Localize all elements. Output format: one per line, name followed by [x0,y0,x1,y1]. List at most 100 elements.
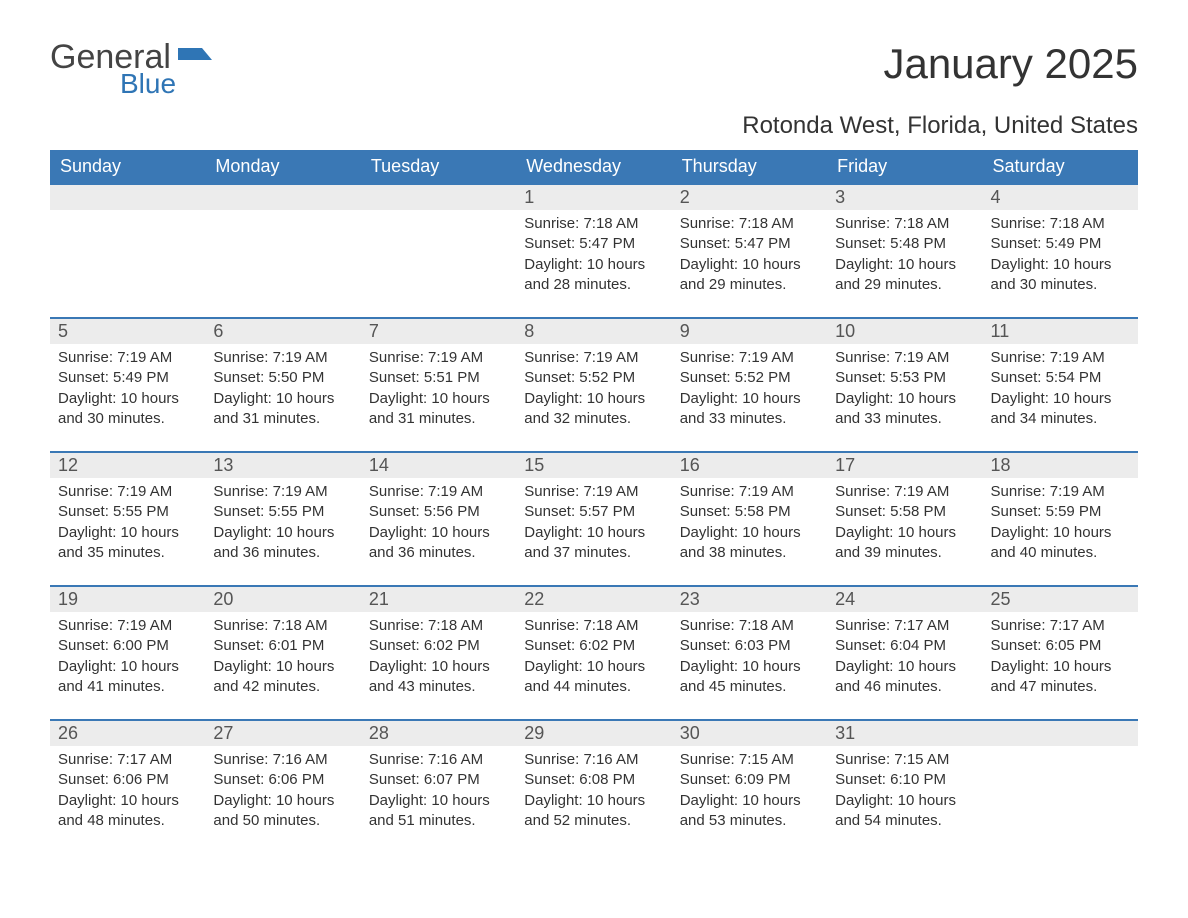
day-number: 7 [361,319,516,344]
sunset-line: Sunset: 6:03 PM [680,636,819,656]
daylight-line: Daylight: 10 hours and 53 minutes. [680,791,819,832]
daylight-line: Daylight: 10 hours and 47 minutes. [991,657,1130,698]
daylight-line: Daylight: 10 hours and 42 minutes. [213,657,352,698]
calendar-day-cell: 5Sunrise: 7:19 AMSunset: 5:49 PMDaylight… [50,318,205,452]
sunrise-line: Sunrise: 7:15 AM [835,750,974,770]
day-details: Sunrise: 7:19 AMSunset: 5:49 PMDaylight:… [56,348,199,429]
calendar-day-cell: 7 Sunrise: 7:19 AMSunset: 5:51 PMDaylight… [361,318,516,452]
daylight-line: Daylight: 10 hours and 29 minutes. [680,255,819,296]
day-details: Sunrise: 7:16 AMSunset: 6:06 PMDaylight:… [211,750,354,831]
daylight-line: Daylight: 10 hours and 31 minutes. [213,389,352,430]
weekday-header: Saturday [983,150,1138,184]
daylight-line: Daylight: 10 hours and 33 minutes. [680,389,819,430]
sunrise-line: Sunrise: 7:19 AM [524,482,663,502]
calendar-day-cell: 28Sunrise: 7:16 AMSunset: 6:07 PMDayligh… [361,720,516,853]
day-number: 31 [827,721,982,746]
sunset-line: Sunset: 5:58 PM [835,502,974,522]
day-number: 22 [516,587,671,612]
brand-logo: General Blue [50,40,212,98]
sunrise-line: Sunrise: 7:18 AM [524,616,663,636]
day-number: 2 [672,185,827,210]
sunset-line: Sunset: 6:07 PM [369,770,508,790]
sunset-line: Sunset: 6:01 PM [213,636,352,656]
calendar-day-cell: 1Sunrise: 7:18 AMSunset: 5:47 PMDaylight… [516,184,671,318]
daylight-line: Daylight: 10 hours and 31 minutes. [369,389,508,430]
calendar-day-cell: 19Sunrise: 7:19 AMSunset: 6:00 PMDayligh… [50,586,205,720]
day-number: 19 [50,587,205,612]
calendar-day-cell: 15 Sunrise: 7:19 AMSunset: 5:57 PMDayligh… [516,452,671,586]
sunrise-line: Sunrise: 7:19 AM [369,348,508,368]
location-subtitle: Rotonda West, Florida, United States [50,112,1138,140]
daylight-line: Daylight: 10 hours and 32 minutes. [524,389,663,430]
day-number: 4 [983,185,1138,210]
day-number [361,185,516,210]
sunset-line: Sunset: 5:50 PM [213,368,352,388]
day-details: Sunrise: 7:18 AMSunset: 6:02 PMDaylight:… [367,616,510,697]
day-details: Sunrise: 7:19 AMSunset: 5:53 PMDaylight:… [833,348,976,429]
sunset-line: Sunset: 6:00 PM [58,636,197,656]
sunset-line: Sunset: 6:06 PM [58,770,197,790]
day-details: Sunrise: 7:19 AMSunset: 5:50 PMDaylight:… [211,348,354,429]
sunset-line: Sunset: 5:52 PM [680,368,819,388]
day-number: 11 [983,319,1138,344]
calendar-day-cell: 12Sunrise: 7:19 AMSunset: 5:55 PMDayligh… [50,452,205,586]
sunrise-line: Sunrise: 7:18 AM [680,616,819,636]
daylight-line: Daylight: 10 hours and 33 minutes. [835,389,974,430]
sunrise-line: Sunrise: 7:15 AM [680,750,819,770]
calendar-week-row: 19Sunrise: 7:19 AMSunset: 6:00 PMDayligh… [50,586,1138,720]
sunset-line: Sunset: 6:08 PM [524,770,663,790]
day-number: 16 [672,453,827,478]
sunrise-line: Sunrise: 7:18 AM [213,616,352,636]
calendar-day-empty [205,184,360,318]
day-details: Sunrise: 7:19 AMSunset: 5:51 PMDaylight:… [367,348,510,429]
sunset-line: Sunset: 6:05 PM [991,636,1130,656]
daylight-line: Daylight: 10 hours and 35 minutes. [58,523,197,564]
weekday-header: Friday [827,150,982,184]
sunset-line: Sunset: 5:59 PM [991,502,1130,522]
calendar-day-cell: 21 Sunrise: 7:18 AMSunset: 6:02 PMDayligh… [361,586,516,720]
calendar-day-cell: 14Sunrise: 7:19 AMSunset: 5:56 PMDayligh… [361,452,516,586]
sunset-line: Sunset: 6:06 PM [213,770,352,790]
calendar-day-cell: 29Sunrise: 7:16 AMSunset: 6:08 PMDayligh… [516,720,671,853]
calendar-day-cell: 13Sunrise: 7:19 AMSunset: 5:55 PMDayligh… [205,452,360,586]
calendar-day-cell: 22 Sunrise: 7:18 AMSunset: 6:02 PMDayligh… [516,586,671,720]
sunset-line: Sunset: 5:56 PM [369,502,508,522]
daylight-line: Daylight: 10 hours and 40 minutes. [991,523,1130,564]
sunset-line: Sunset: 6:02 PM [369,636,508,656]
sunset-line: Sunset: 5:58 PM [680,502,819,522]
day-number: 21 [361,587,516,612]
sunset-line: Sunset: 5:55 PM [58,502,197,522]
day-details: Sunrise: 7:19 AMSunset: 5:57 PMDaylight:… [522,482,665,563]
daylight-line: Daylight: 10 hours and 38 minutes. [680,523,819,564]
logo-text-blue: Blue [120,70,176,98]
day-details: Sunrise: 7:18 AMSunset: 6:03 PMDaylight:… [678,616,821,697]
day-number: 1 [516,185,671,210]
day-number: 13 [205,453,360,478]
sunrise-line: Sunrise: 7:18 AM [835,214,974,234]
calendar-day-cell: 20Sunrise: 7:18 AMSunset: 6:01 PMDayligh… [205,586,360,720]
sunrise-line: Sunrise: 7:19 AM [524,348,663,368]
calendar-day-cell: 23 Sunrise: 7:18 AMSunset: 6:03 PMDayligh… [672,586,827,720]
calendar-day-cell: 17Sunrise: 7:19 AMSunset: 5:58 PMDayligh… [827,452,982,586]
day-details: Sunrise: 7:18 AMSunset: 6:02 PMDaylight:… [522,616,665,697]
sunset-line: Sunset: 5:57 PM [524,502,663,522]
day-details: Sunrise: 7:19 AMSunset: 5:59 PMDaylight:… [989,482,1132,563]
calendar-day-cell: 26Sunrise: 7:17 AMSunset: 6:06 PMDayligh… [50,720,205,853]
day-details: Sunrise: 7:19 AMSunset: 5:52 PMDaylight:… [678,348,821,429]
sunset-line: Sunset: 5:53 PM [835,368,974,388]
day-details: Sunrise: 7:16 AMSunset: 6:07 PMDaylight:… [367,750,510,831]
daylight-line: Daylight: 10 hours and 52 minutes. [524,791,663,832]
daylight-line: Daylight: 10 hours and 30 minutes. [991,255,1130,296]
day-number: 15 [516,453,671,478]
daylight-line: Daylight: 10 hours and 46 minutes. [835,657,974,698]
sunrise-line: Sunrise: 7:19 AM [680,482,819,502]
sunrise-line: Sunrise: 7:18 AM [680,214,819,234]
day-details: Sunrise: 7:18 AMSunset: 6:01 PMDaylight:… [211,616,354,697]
sunrise-line: Sunrise: 7:19 AM [991,482,1130,502]
day-number: 23 [672,587,827,612]
weekday-header: Sunday [50,150,205,184]
day-number [205,185,360,210]
calendar-day-cell: 16 Sunrise: 7:19 AMSunset: 5:58 PMDayligh… [672,452,827,586]
sunrise-calendar: SundayMondayTuesdayWednesdayThursdayFrid… [50,150,1138,853]
sunset-line: Sunset: 5:54 PM [991,368,1130,388]
